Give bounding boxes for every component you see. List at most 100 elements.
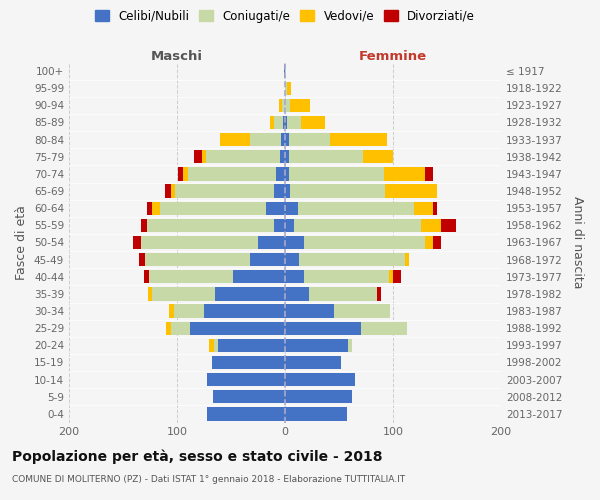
Bar <box>170 184 175 198</box>
Bar <box>425 236 433 249</box>
Bar <box>285 167 289 180</box>
Legend: Celibi/Nubili, Coniugati/e, Vedovi/e, Divorziati/e: Celibi/Nubili, Coniugati/e, Vedovi/e, Di… <box>92 7 478 25</box>
Bar <box>258 236 285 249</box>
Bar <box>277 167 285 180</box>
Bar <box>143 270 149 283</box>
Bar <box>152 202 160 215</box>
Text: Popolazione per età, sesso e stato civile - 2018: Popolazione per età, sesso e stato civil… <box>12 450 383 464</box>
Bar <box>284 64 285 78</box>
Bar <box>298 202 413 215</box>
Bar <box>361 322 407 335</box>
Bar <box>285 82 287 95</box>
Bar <box>266 202 285 215</box>
Y-axis label: Anni di nascita: Anni di nascita <box>571 196 584 289</box>
Bar <box>209 338 214 352</box>
Bar <box>287 82 292 95</box>
Bar <box>133 236 142 249</box>
Bar <box>304 270 389 283</box>
Bar <box>285 287 309 300</box>
Bar <box>206 150 280 164</box>
Text: COMUNE DI MOLITERNO (PZ) - Dati ISTAT 1° gennaio 2018 - Elaborazione TUTTITALIA.: COMUNE DI MOLITERNO (PZ) - Dati ISTAT 1°… <box>12 475 405 484</box>
Bar <box>287 116 301 129</box>
Bar <box>145 253 250 266</box>
Bar <box>440 218 455 232</box>
Bar <box>285 322 361 335</box>
Bar <box>363 150 393 164</box>
Bar <box>149 270 233 283</box>
Y-axis label: Fasce di età: Fasce di età <box>16 205 28 280</box>
Bar <box>282 98 285 112</box>
Bar <box>175 184 274 198</box>
Bar <box>270 116 274 129</box>
Bar <box>148 287 152 300</box>
Text: Maschi: Maschi <box>151 50 203 62</box>
Bar <box>188 167 277 180</box>
Bar <box>170 322 190 335</box>
Bar <box>289 167 385 180</box>
Bar <box>285 202 298 215</box>
Bar <box>293 218 421 232</box>
Bar <box>204 304 285 318</box>
Bar <box>285 338 347 352</box>
Bar <box>250 133 281 146</box>
Bar <box>289 150 363 164</box>
Bar <box>421 218 440 232</box>
Bar <box>304 236 425 249</box>
Bar <box>202 150 206 164</box>
Bar <box>331 133 386 146</box>
Bar <box>385 184 437 198</box>
Bar <box>285 218 293 232</box>
Bar <box>250 253 285 266</box>
Bar <box>285 253 299 266</box>
Bar <box>152 287 215 300</box>
Bar <box>139 253 145 266</box>
Bar <box>214 338 218 352</box>
Bar <box>207 407 285 420</box>
Bar <box>413 202 433 215</box>
Bar <box>385 167 425 180</box>
Bar <box>166 322 170 335</box>
Bar <box>178 167 184 180</box>
Bar <box>190 322 285 335</box>
Bar <box>334 304 390 318</box>
Text: Femmine: Femmine <box>359 50 427 62</box>
Bar <box>274 184 285 198</box>
Bar <box>160 202 266 215</box>
Bar <box>215 287 285 300</box>
Bar <box>281 133 285 146</box>
Bar <box>301 116 325 129</box>
Bar <box>377 287 381 300</box>
Bar <box>433 236 440 249</box>
Bar <box>393 270 401 283</box>
Bar <box>207 373 285 386</box>
Bar <box>169 304 174 318</box>
Bar <box>309 287 377 300</box>
Bar <box>212 356 285 369</box>
Bar <box>285 270 304 283</box>
Bar <box>218 338 285 352</box>
Bar <box>405 253 409 266</box>
Bar <box>194 150 202 164</box>
Bar <box>233 270 285 283</box>
Bar <box>389 270 393 283</box>
Bar <box>285 407 347 420</box>
Bar <box>274 116 283 129</box>
Bar <box>147 218 274 232</box>
Bar <box>433 202 437 215</box>
Bar <box>285 304 334 318</box>
Bar <box>289 133 331 146</box>
Bar <box>212 390 285 404</box>
Bar <box>274 218 285 232</box>
Bar <box>425 167 433 180</box>
Bar <box>280 150 285 164</box>
Bar <box>285 133 289 146</box>
Bar <box>165 184 170 198</box>
Bar <box>285 116 287 129</box>
Bar <box>285 184 290 198</box>
Bar <box>285 373 355 386</box>
Bar <box>278 98 282 112</box>
Bar <box>285 236 304 249</box>
Bar <box>184 167 188 180</box>
Bar <box>220 133 250 146</box>
Bar <box>290 98 310 112</box>
